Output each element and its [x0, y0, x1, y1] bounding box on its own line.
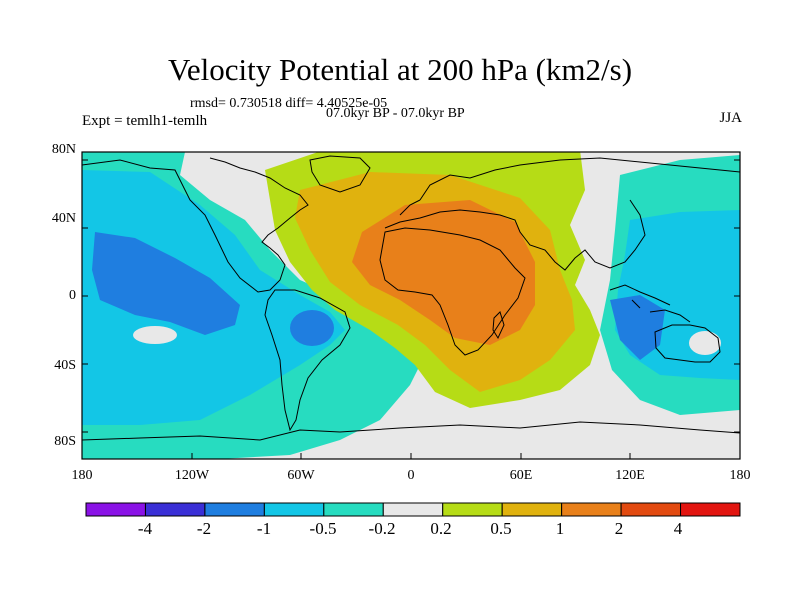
period-subtitle: 07.0kyr BP - 07.0kyr BP: [326, 106, 465, 121]
contour-plus-0.2-pacific-hole: [133, 326, 177, 344]
colorbar-label: -1: [256, 519, 272, 538]
colorbar-label: 2: [614, 519, 624, 538]
lat-label-0: 0: [69, 288, 76, 303]
coast-north-america: [82, 157, 309, 293]
colorbar-swatch: [85, 502, 146, 517]
stats-subtitle: rmsd= 0.730518 diff= 4.40525e-05: [190, 96, 388, 111]
lon-label-0: 0: [407, 468, 415, 483]
axis-ticks: [81, 159, 741, 459]
contour-minus-1-south-america: [290, 310, 334, 346]
lon-label-60w: 60W: [287, 468, 315, 483]
lat-label-80n: 80N: [51, 142, 76, 157]
colorbar-label: 1: [555, 519, 565, 538]
colorbar-label: 4: [673, 519, 683, 538]
contour-plus-1-africa: [352, 200, 535, 345]
contour-plus-0.2-australia-hole: [689, 331, 721, 355]
lon-label-60e: 60E: [509, 468, 533, 483]
lon-label-120e: 120E: [615, 468, 645, 483]
coast-greenland: [309, 155, 371, 193]
coast-eurasia: [384, 157, 740, 271]
colorbar-swatch: [561, 502, 622, 517]
colorbar-swatch: [680, 502, 741, 517]
colorbar-swatch: [442, 502, 503, 517]
lon-label-180e: 180: [729, 468, 751, 483]
coast-madagascar: [492, 311, 505, 340]
coast-australia: [654, 324, 721, 363]
colorbar-swatch: [382, 502, 444, 517]
colorbar-label: 0.5: [490, 519, 512, 538]
experiment-label: Expt = temlh1-temlh: [82, 113, 208, 129]
lon-label-180w: 180: [71, 468, 93, 483]
colorbar-swatch: [323, 502, 384, 517]
lat-label-40s: 40S: [54, 358, 76, 373]
colorbar-swatch: [144, 502, 206, 517]
filled-contours: [82, 152, 740, 459]
contour-minus-0.5-indopacific: [615, 210, 740, 380]
colorbar-label: 0.2: [430, 519, 452, 538]
colorbar: [85, 502, 741, 517]
contour-minus-1-indopacific: [610, 295, 665, 360]
coast-maritime-continent: [609, 284, 691, 323]
coastlines: [82, 155, 740, 441]
colorbar-swatch: [263, 502, 325, 517]
contour-minus-1-pacific: [92, 232, 240, 335]
coast-antarctica: [82, 421, 740, 441]
colorbar-swatch: [620, 502, 682, 517]
colorbar-swatch: [501, 502, 563, 517]
season-label: JJA: [719, 110, 742, 126]
colorbar-swatch: [204, 502, 265, 517]
colorbar-label: -4: [137, 519, 153, 538]
coast-africa: [379, 227, 526, 356]
colorbar-label: -0.2: [368, 519, 396, 538]
colorbar-label: -2: [196, 519, 212, 538]
map-title: Velocity Potential at 200 hPa (km2/s): [167, 52, 633, 87]
lon-label-120w: 120W: [174, 468, 210, 483]
coast-south-america: [264, 289, 351, 432]
lat-label-80s: 80S: [54, 434, 76, 449]
lat-label-40n: 40N: [51, 211, 76, 226]
colorbar-label: -0.5: [309, 519, 337, 538]
